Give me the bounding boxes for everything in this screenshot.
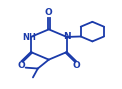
Text: O: O (45, 8, 53, 17)
Text: N: N (64, 32, 71, 41)
Text: O: O (73, 61, 80, 70)
Text: NH: NH (22, 33, 36, 42)
Text: O: O (17, 61, 25, 70)
